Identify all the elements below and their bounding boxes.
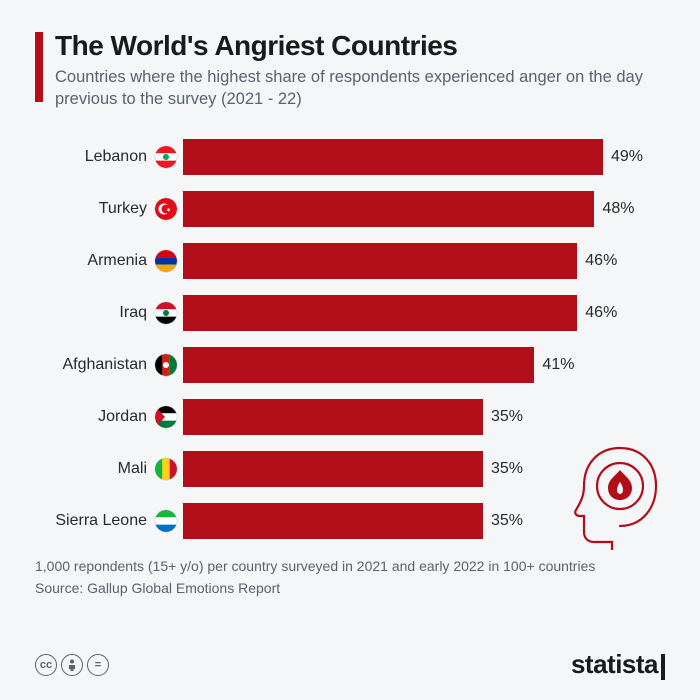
country-label: Turkey	[99, 200, 147, 218]
country-label: Sierra Leone	[55, 512, 147, 530]
country-label: Lebanon	[85, 148, 147, 166]
value-label: 46%	[585, 304, 617, 322]
logo-text: statista	[571, 649, 658, 680]
bar	[183, 503, 483, 539]
header: The World's Angriest Countries Countries…	[35, 30, 665, 111]
row-label-wrap: Armenia	[35, 250, 183, 272]
value-label: 41%	[542, 356, 574, 374]
caption: 1,000 repondents (15+ y/o) per country s…	[35, 557, 665, 577]
accent-bar	[35, 32, 43, 102]
country-label: Jordan	[98, 408, 147, 426]
nd-icon: =	[87, 654, 109, 676]
chart-row: Jordan 35%	[35, 393, 665, 441]
license-icons: cc =	[35, 654, 109, 676]
value-label: 46%	[585, 252, 617, 270]
row-label-wrap: Iraq	[35, 302, 183, 324]
bar	[183, 451, 483, 487]
value-label: 35%	[491, 408, 523, 426]
source: Source: Gallup Global Emotions Report	[35, 580, 665, 596]
anger-head-icon	[570, 440, 670, 550]
chart-row: Turkey 48%	[35, 185, 665, 233]
value-label: 49%	[611, 148, 643, 166]
bar	[183, 139, 603, 175]
row-label-wrap: Afghanistan	[35, 354, 183, 376]
bar	[183, 243, 577, 279]
bar	[183, 347, 534, 383]
row-label-wrap: Turkey	[35, 198, 183, 220]
bar-wrap: 49%	[183, 139, 665, 175]
country-label: Armenia	[87, 252, 147, 270]
bar	[183, 191, 594, 227]
country-label: Mali	[118, 460, 147, 478]
title-block: The World's Angriest Countries Countries…	[55, 30, 665, 111]
footer: cc = statista	[35, 649, 665, 680]
by-icon	[61, 654, 83, 676]
bar-wrap: 46%	[183, 243, 665, 279]
chart-title: The World's Angriest Countries	[55, 30, 665, 62]
chart-row: Armenia 46%	[35, 237, 665, 285]
bar	[183, 295, 577, 331]
country-label: Iraq	[119, 304, 147, 322]
bar-wrap: 46%	[183, 295, 665, 331]
row-label-wrap: Mali	[35, 458, 183, 480]
bar	[183, 399, 483, 435]
bar-wrap: 35%	[183, 399, 665, 435]
row-label-wrap: Sierra Leone	[35, 510, 183, 532]
country-label: Afghanistan	[62, 356, 147, 374]
chart-row: Afghanistan 41%	[35, 341, 665, 389]
statista-logo: statista	[571, 649, 665, 680]
cc-icon: cc	[35, 654, 57, 676]
value-label: 35%	[491, 512, 523, 530]
chart-row: Lebanon 49%	[35, 133, 665, 181]
row-label-wrap: Lebanon	[35, 146, 183, 168]
chart-subtitle: Countries where the highest share of res…	[55, 66, 665, 111]
row-label-wrap: Jordan	[35, 406, 183, 428]
logo-bar-icon	[661, 654, 665, 680]
value-label: 35%	[491, 460, 523, 478]
bar-wrap: 48%	[183, 191, 665, 227]
bar-wrap: 41%	[183, 347, 665, 383]
chart-row: Iraq 46%	[35, 289, 665, 337]
value-label: 48%	[602, 200, 634, 218]
